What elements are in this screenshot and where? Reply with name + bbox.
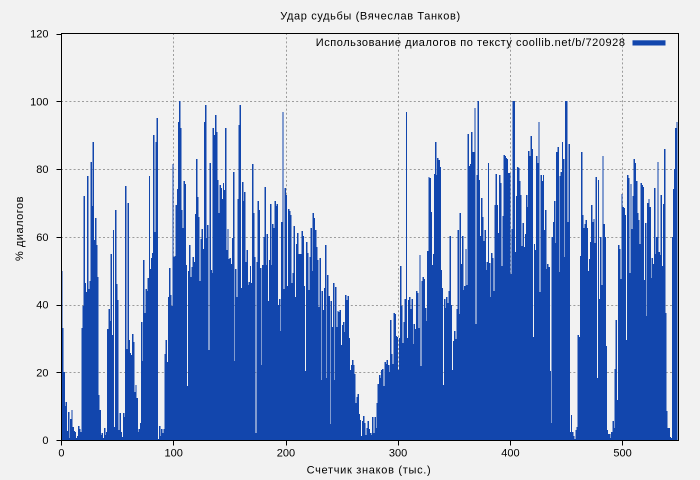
svg-text:60: 60 [36, 232, 48, 244]
svg-text:500: 500 [613, 448, 631, 460]
svg-text:100: 100 [165, 448, 183, 460]
svg-text:20: 20 [36, 367, 48, 379]
svg-text:0: 0 [42, 435, 48, 447]
svg-text:200: 200 [277, 448, 295, 460]
svg-text:300: 300 [389, 448, 407, 460]
svg-text:400: 400 [501, 448, 519, 460]
svg-text:100: 100 [30, 96, 48, 108]
svg-text:% диалогов: % диалогов [14, 196, 26, 261]
svg-text:Удар судьбы (Вячеслав Танков): Удар судьбы (Вячеслав Танков) [280, 10, 460, 22]
svg-text:40: 40 [36, 300, 48, 312]
svg-text:120: 120 [30, 29, 48, 41]
svg-text:80: 80 [36, 164, 48, 176]
svg-text:Счетчик знаков (тыс.): Счетчик знаков (тыс.) [307, 465, 432, 477]
svg-text:Использование диалогов по текс: Использование диалогов по тексту coollib… [316, 37, 626, 49]
svg-text:0: 0 [58, 448, 64, 460]
